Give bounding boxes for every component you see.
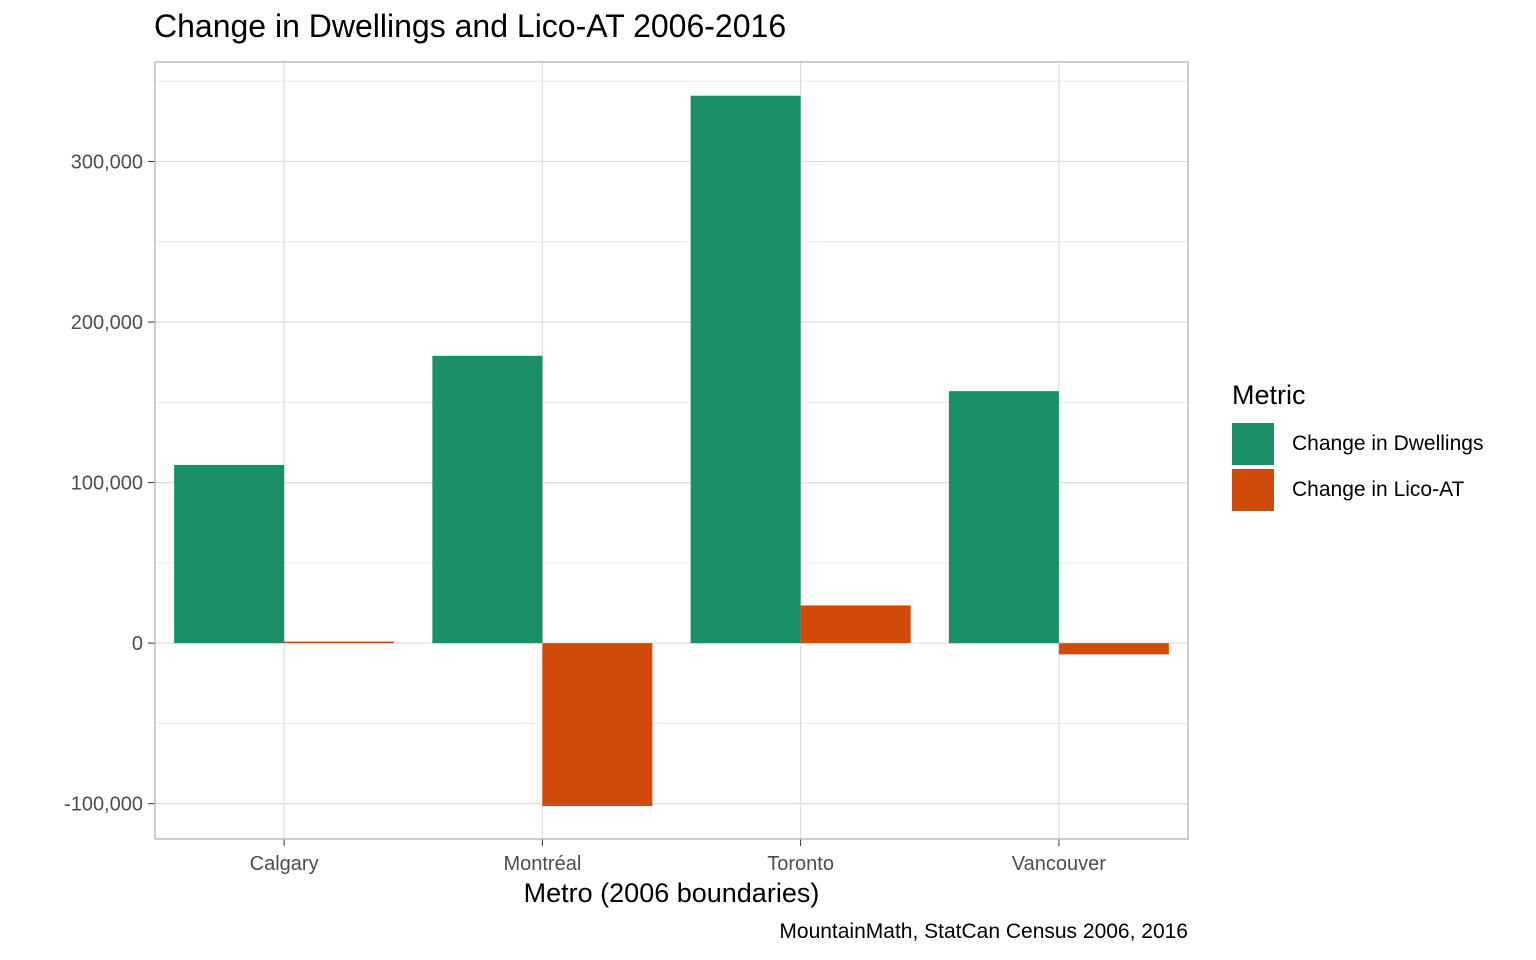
x-tick-label: Montréal (503, 853, 581, 875)
bar-1-toronto (800, 605, 911, 644)
x-axis-label: Metro (2006 boundaries) (524, 878, 820, 908)
legend-label-lico-at: Change in Lico-AT (1292, 478, 1465, 501)
legend-key-lico-at (1232, 469, 1274, 511)
x-tick-label: Vancouver (1012, 853, 1106, 875)
plot-panel-border (154, 61, 1189, 840)
x-tick-label: Toronto (767, 853, 834, 875)
y-tick-label: 0 (132, 633, 143, 655)
bar-0-toronto (690, 95, 801, 644)
y-tick-label: 100,000 (71, 473, 143, 495)
bar-0-montréal (432, 355, 543, 644)
bar-0-vancouver (948, 391, 1059, 644)
y-tick-label: 200,000 (71, 312, 143, 334)
y-tick-label: -100,000 (64, 794, 143, 816)
legend: Metric Change in Dwellings Change in Lic… (1232, 380, 1483, 513)
bar-0-calgary (174, 464, 285, 644)
y-tick-label: 300,000 (71, 152, 143, 174)
chart-caption: MountainMath, StatCan Census 2006, 2016 (779, 920, 1188, 943)
x-tick-label: Calgary (250, 853, 319, 875)
bar-1-montréal (542, 643, 653, 807)
chart-title: Change in Dwellings and Lico-AT 2006-201… (154, 8, 787, 44)
bar-1-calgary (284, 641, 395, 644)
legend-item-lico-at: Change in Lico-AT (1232, 467, 1483, 513)
legend-title: Metric (1232, 380, 1306, 410)
bar-1-vancouver (1058, 643, 1169, 655)
legend-label-dwellings: Change in Dwellings (1292, 432, 1484, 455)
legend-key-dwellings (1232, 423, 1274, 465)
legend-item-dwellings: Change in Dwellings (1232, 421, 1483, 467)
